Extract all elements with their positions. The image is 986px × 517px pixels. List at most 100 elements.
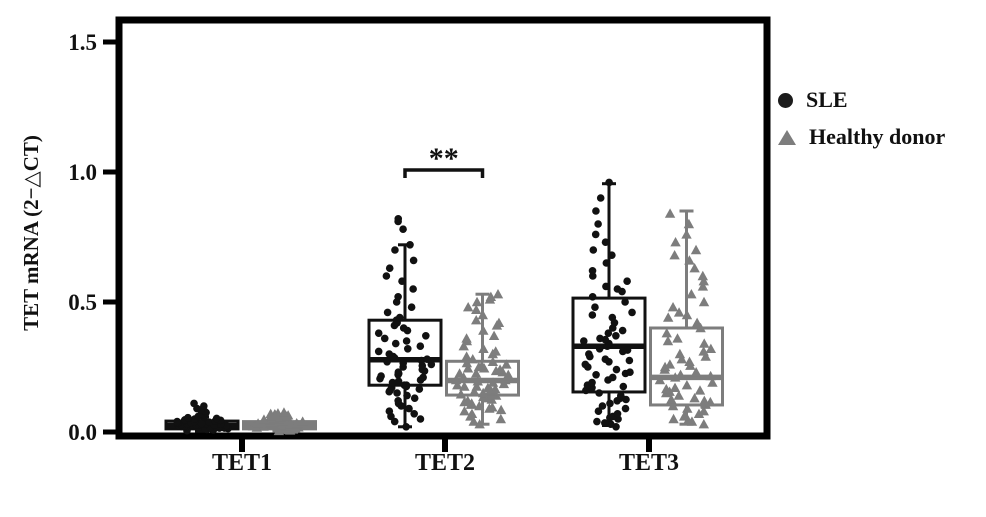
data-point (297, 416, 308, 426)
x-category-label: TET3 (619, 450, 679, 476)
data-point (184, 413, 192, 422)
data-point (619, 382, 628, 391)
data-point (667, 400, 679, 411)
data-point (471, 296, 483, 307)
data-point (383, 308, 392, 317)
data-point (673, 307, 685, 317)
data-point (258, 421, 269, 431)
sle-box-tet3 (571, 178, 647, 431)
data-point (450, 374, 462, 385)
data-point (265, 408, 276, 418)
data-point (471, 315, 482, 325)
legend-label-sle: SLE (806, 87, 848, 112)
data-point (410, 410, 418, 418)
data-point (613, 410, 622, 418)
data-point (666, 394, 677, 404)
data-point (593, 417, 601, 426)
data-point (604, 329, 613, 338)
data-point (462, 363, 474, 373)
data-point (690, 367, 702, 377)
data-point (674, 348, 686, 359)
legend-item-healthy-donor: Healthy donor (778, 125, 945, 149)
data-point (628, 308, 636, 317)
data-point (402, 381, 411, 390)
data-point (205, 418, 214, 426)
data-point (683, 218, 695, 229)
data-point (699, 395, 710, 405)
data-point (278, 407, 290, 417)
data-point (698, 419, 710, 429)
data-point (477, 387, 489, 398)
data-point (477, 309, 488, 320)
data-point (406, 241, 414, 249)
data-point (487, 402, 498, 412)
data-point (592, 371, 600, 379)
data-point (391, 339, 400, 348)
data-point (452, 380, 463, 390)
data-point (252, 418, 264, 428)
data-point (403, 391, 411, 400)
data-point (419, 373, 427, 382)
data-point (707, 377, 718, 387)
data-point (410, 394, 419, 403)
data-point (399, 359, 408, 367)
data-point (600, 419, 609, 427)
data-point (462, 302, 474, 312)
data-point (461, 357, 473, 368)
data-point (403, 345, 412, 353)
data-point (684, 255, 695, 265)
data-point (626, 368, 634, 377)
iqr-box (649, 326, 724, 407)
data-point (598, 402, 607, 410)
data-point (608, 313, 617, 322)
chart-legend: SLE Healthy donor (778, 88, 945, 149)
data-point (383, 358, 391, 366)
data-point (394, 377, 403, 386)
data-point (487, 377, 499, 387)
data-point (394, 397, 402, 405)
data-point (617, 391, 625, 400)
data-point (385, 264, 394, 273)
legend-label-healthy-donor: Healthy donor (809, 124, 946, 149)
data-point (608, 373, 617, 382)
x-category-label: TET2 (415, 450, 475, 476)
data-point (487, 356, 499, 366)
data-point (422, 332, 430, 340)
data-point (672, 333, 683, 343)
data-point (588, 293, 597, 301)
data-point (495, 413, 507, 424)
sle-box-tet2 (367, 215, 443, 431)
data-point (602, 259, 611, 267)
data-point (698, 406, 709, 416)
data-point (697, 281, 709, 291)
data-point (605, 178, 613, 187)
data-point (482, 382, 494, 392)
data-point (485, 291, 497, 301)
data-point (470, 368, 482, 378)
data-point (455, 389, 467, 399)
data-point (679, 411, 690, 421)
data-point (601, 238, 610, 246)
data-point (606, 399, 614, 408)
plot-frame (115, 16, 771, 440)
data-point (661, 383, 672, 394)
data-point (676, 354, 687, 364)
data-point (689, 263, 700, 273)
data-point (673, 390, 685, 400)
data-point (581, 360, 590, 369)
data-point (613, 285, 622, 293)
data-point (398, 277, 406, 286)
data-point (697, 270, 709, 281)
significance-bracket (403, 168, 485, 178)
healthy-box-tet3 (649, 208, 724, 429)
data-point (664, 359, 676, 369)
data-point (595, 389, 603, 397)
data-point (468, 416, 479, 426)
data-point (594, 407, 603, 416)
data-point (681, 309, 693, 320)
data-point (394, 368, 403, 377)
data-point (423, 355, 431, 364)
data-point (681, 229, 692, 239)
data-point (591, 230, 600, 239)
